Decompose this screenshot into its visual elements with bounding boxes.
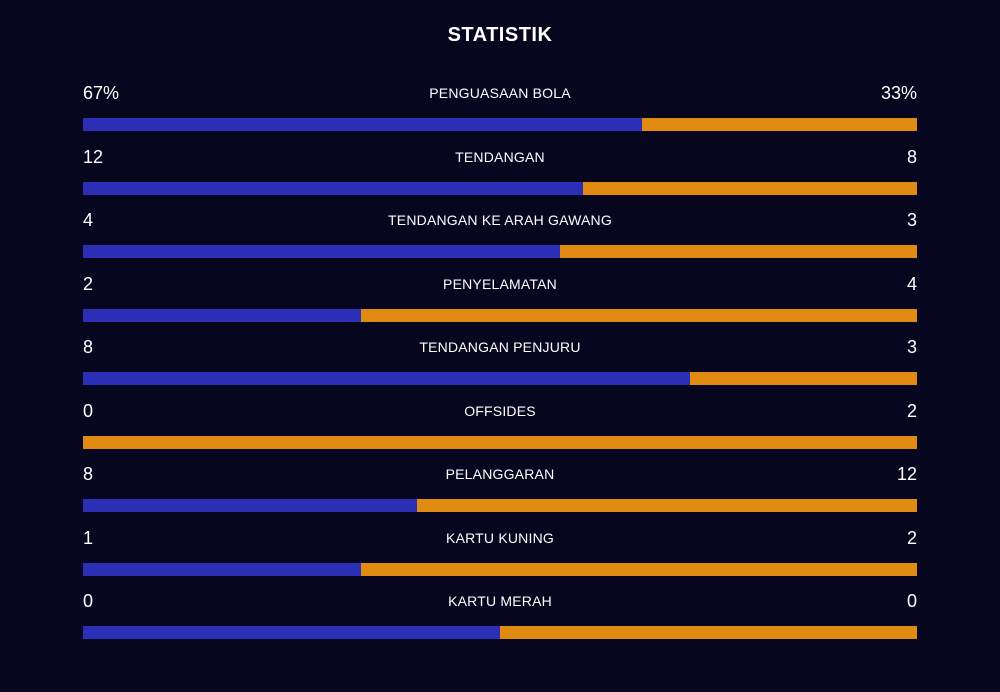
home-bar-segment [83,626,500,639]
away-value-label: 4 [906,273,917,294]
stat-row: PENGUASAAN BOLA 67% 33% [83,80,917,144]
stat-bar [83,118,917,131]
away-value-label: 8 [906,146,917,167]
stat-labels: PENYELAMATAN 2 4 [83,271,917,297]
stat-row: KARTU KUNING 1 2 [83,525,917,589]
home-bar-segment [83,245,560,258]
home-value-label: 2 [83,273,94,294]
home-value-label: 8 [83,464,94,484]
home-bar-segment [83,499,417,512]
stat-bar [83,626,917,639]
away-value-label: 12 [896,464,917,484]
stat-name: KARTU KUNING [446,529,554,546]
away-value-label: 3 [906,210,917,230]
away-bar-segment [83,435,917,449]
home-value-label: 0 [83,400,94,421]
stat-labels: PENGUASAAN BOLA 67% 33% [83,80,917,106]
away-bar-segment [500,626,917,639]
stat-name: TENDANGAN PENJURU [419,339,581,355]
home-bar-segment [83,372,690,385]
home-bar-segment [83,118,642,131]
stat-labels: TENDANGAN PENJURU 8 3 [83,334,917,360]
home-value-label: 8 [83,337,94,357]
home-bar-segment [83,308,361,322]
stat-bar [83,372,917,385]
stat-bar [83,308,917,322]
stat-name: PENYELAMATAN [443,275,557,292]
stat-bar [83,435,917,449]
stat-row: TENDANGAN KE ARAH GAWANG 4 3 [83,207,917,271]
stat-bar [83,499,917,512]
stat-labels: TENDANGAN KE ARAH GAWANG 4 3 [83,207,917,233]
away-value-label: 33% [880,83,917,103]
home-bar-segment [83,181,584,195]
home-value-label: 12 [83,146,104,167]
away-value-label: 0 [906,591,917,611]
stat-labels: KARTU MERAH 0 0 [83,588,917,614]
stat-name: KARTU MERAH [448,593,552,609]
stat-row: TENDANGAN PENJURU 8 3 [83,334,917,398]
stat-row: OFFSIDES 0 2 [83,398,917,462]
away-bar-segment [689,372,917,385]
stat-row: TENDANGAN 12 8 [83,144,917,208]
away-bar-segment [360,562,917,576]
home-bar-segment [83,562,361,576]
stat-name: PELANGGARAN [445,466,555,482]
stat-bar [83,245,917,258]
away-bar-segment [583,181,917,195]
away-bar-segment [641,118,917,131]
stat-bar [83,181,917,195]
stat-row: KARTU MERAH 0 0 [83,588,917,652]
stat-rows: PENGUASAAN BOLA 67% 33% TENDANGAN 12 8 TENDANG… [83,80,917,652]
away-bar-segment [360,308,917,322]
stat-row: PENYELAMATAN 2 4 [83,271,917,335]
away-bar-segment [559,245,917,258]
away-value-label: 3 [906,337,917,357]
stat-name: TENDANGAN KE ARAH GAWANG [388,212,612,228]
stat-labels: KARTU KUNING 1 2 [83,525,917,551]
home-value-label: 4 [83,210,94,230]
stat-name: PENGUASAAN BOLA [429,85,571,101]
home-value-label: 0 [83,591,94,611]
stat-name: TENDANGAN [455,148,545,165]
away-value-label: 2 [906,527,917,548]
stat-labels: OFFSIDES 0 2 [83,398,917,424]
away-value-label: 2 [906,400,917,421]
stat-bar [83,562,917,576]
home-value-label: 1 [83,527,94,548]
away-bar-segment [416,499,917,512]
stat-labels: PELANGGARAN 8 12 [83,461,917,487]
home-value-label: 67% [83,83,120,103]
page-title: STATISTIK [447,24,553,46]
stat-name: OFFSIDES [464,402,536,419]
stat-row: PELANGGARAN 8 12 [83,461,917,525]
stat-labels: TENDANGAN 12 8 [83,144,917,170]
